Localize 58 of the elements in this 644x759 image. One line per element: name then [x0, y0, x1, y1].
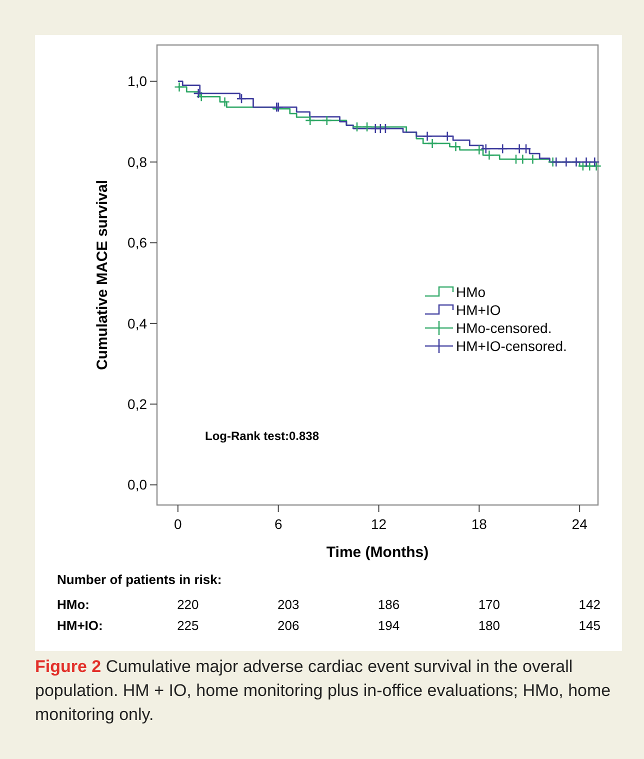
point — [236, 94, 247, 104]
x-tick-label: 12 — [370, 516, 387, 532]
point — [514, 144, 524, 154]
y-tick-label: 0,0 — [128, 476, 148, 493]
y-tick-label: 0,2 — [128, 396, 148, 412]
point — [304, 115, 316, 126]
text: 225 — [177, 618, 199, 633]
point — [427, 138, 438, 149]
y-tick-label: 0,8 — [128, 154, 148, 170]
point — [380, 123, 391, 134]
point — [322, 115, 332, 126]
point — [193, 88, 204, 99]
text: 186 — [378, 597, 400, 612]
legend-label: HMo-censored. — [456, 320, 552, 336]
point — [484, 150, 494, 160]
text: 145 — [578, 618, 600, 633]
point — [220, 96, 230, 108]
text: HM+IO: — [57, 618, 103, 633]
legend-label: HM+IO — [456, 302, 501, 318]
x-tick-label: 0 — [174, 516, 182, 532]
x-tick-label: 6 — [274, 516, 282, 532]
text: 206 — [277, 618, 300, 633]
legend-label: HM+IO-censored. — [456, 338, 567, 354]
x-axis-title: Time (Months) — [326, 544, 429, 561]
x-tick-label: 24 — [572, 516, 588, 532]
point — [362, 122, 372, 132]
point — [520, 144, 532, 154]
point — [450, 142, 461, 152]
y-tick-label: 0,4 — [128, 315, 148, 332]
text: 220 — [177, 597, 199, 612]
caption: Figure 2 — [35, 657, 102, 676]
point — [480, 144, 492, 154]
point — [551, 156, 562, 168]
text: 180 — [478, 618, 500, 633]
text: 203 — [277, 597, 300, 612]
y-axis-title: Cumulative MACE survival — [94, 180, 111, 370]
point — [561, 156, 572, 168]
text: HMo: — [57, 597, 90, 612]
text: Number of patients in risk: — [57, 572, 222, 587]
point — [590, 156, 600, 168]
point — [196, 92, 206, 102]
text: 142 — [578, 597, 600, 612]
annotation: Log-Rank test:0.838 — [205, 429, 320, 443]
point — [352, 122, 362, 132]
text: 170 — [478, 597, 500, 612]
point — [518, 154, 528, 164]
y-tick-label: 1,0 — [128, 73, 148, 90]
point — [442, 131, 453, 142]
point — [571, 156, 582, 168]
text: 194 — [378, 618, 400, 633]
point — [422, 131, 432, 142]
point — [581, 156, 592, 168]
point — [528, 154, 538, 164]
legend-label: HMo — [456, 284, 486, 300]
x-tick-label: 18 — [471, 516, 488, 532]
point — [474, 144, 484, 156]
y-tick-label: 0,6 — [128, 234, 148, 251]
point — [497, 144, 508, 154]
